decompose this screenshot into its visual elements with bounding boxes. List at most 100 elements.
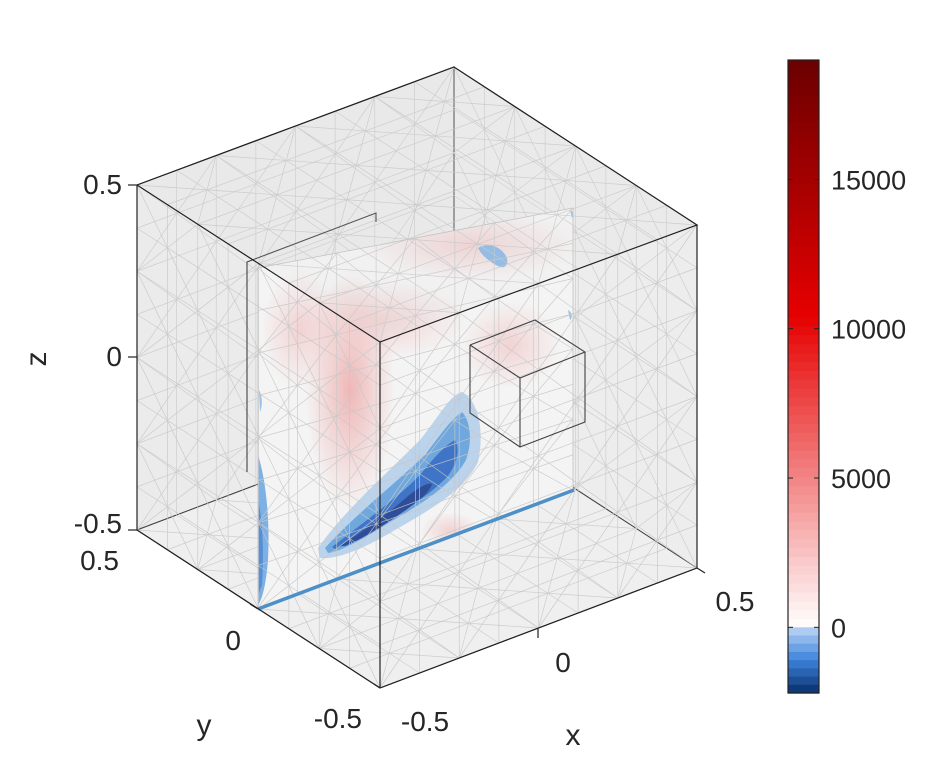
colorbar-strip <box>788 565 819 575</box>
colorbar-strip <box>788 130 819 141</box>
colorbar-strip <box>788 676 819 686</box>
colorbar-strip <box>788 237 819 247</box>
colorbar-strip <box>788 414 819 425</box>
colorbar-strip <box>788 574 819 584</box>
colorbar-strip <box>788 494 819 504</box>
y-axis-label: y <box>197 709 212 742</box>
colorbar-strip <box>788 113 819 123</box>
colorbar-strip <box>788 210 819 221</box>
colorbar-strip <box>788 651 819 661</box>
colorbar-strip <box>788 255 819 265</box>
colorbar-strip <box>788 263 819 274</box>
colorbar-strip <box>788 166 819 176</box>
axis-ticks <box>128 184 706 689</box>
colorbar-tick-label: 5000 <box>831 464 891 494</box>
colorbar-strip <box>788 512 819 522</box>
inner-frame <box>246 212 377 472</box>
colorbar-strip <box>788 609 819 620</box>
colorbar-strip <box>788 290 819 300</box>
colorbar-strip <box>788 379 819 389</box>
colorbar-strip <box>788 556 819 566</box>
colorbar-strip <box>788 635 819 645</box>
colorbar-strip <box>788 148 819 159</box>
colorbar-strip <box>788 122 819 132</box>
colorbar-strip <box>788 68 819 79</box>
colorbar-strip <box>788 228 819 238</box>
colorbar-tick-label: 0 <box>831 613 846 643</box>
colorbar-strip <box>788 60 819 70</box>
colorbar-ticks: 0 5000 10000 15000 <box>788 165 906 643</box>
x-tick-left: -0.5 <box>401 706 449 737</box>
blue-top-patch <box>478 245 508 268</box>
z-tick-mid: 0 <box>106 341 122 372</box>
colorbar-strip <box>788 396 819 407</box>
colorbar-strip <box>788 600 819 611</box>
colorbar-strip <box>788 184 819 194</box>
colorbar-strip <box>788 387 819 398</box>
colorbar-strip <box>788 643 819 653</box>
colorbar-strip <box>788 299 819 309</box>
colorbar-strip <box>788 538 819 549</box>
colorbar-strip <box>788 77 819 88</box>
colorbar-strip <box>788 591 819 602</box>
z-axis-label: z <box>20 352 53 367</box>
colorbar-tick-label: 10000 <box>831 315 906 345</box>
y-tick-top: 0.5 <box>80 545 119 576</box>
top-face <box>137 67 697 342</box>
z-tick-top: 0.5 <box>83 169 122 200</box>
colorbar-strip <box>788 343 819 354</box>
colorbar-strip <box>788 157 819 167</box>
colorbar-strip <box>788 485 819 495</box>
colorbar-strip <box>788 503 819 513</box>
y-tick-mid: 0 <box>225 625 241 656</box>
mesh-grid-front <box>136 66 698 689</box>
slice-bottom-line <box>257 488 575 611</box>
y-tick-bottom: -0.5 <box>314 703 362 734</box>
colorbar-strip <box>788 104 819 114</box>
colorbar-strip <box>788 219 819 230</box>
colorbar-strip <box>788 423 819 433</box>
colorbar-strip <box>788 370 819 380</box>
colorbar-strip <box>788 450 819 460</box>
colorbar-strip <box>788 547 819 557</box>
colorbar-strip <box>788 476 819 487</box>
front-face-right <box>380 225 697 688</box>
colorbar-strip <box>788 317 819 327</box>
front-face-left <box>137 185 380 688</box>
colorbar-strip <box>788 246 819 256</box>
colorbar-strip <box>788 441 819 451</box>
x-tick-right: 0.5 <box>716 586 755 617</box>
colorbar-strip <box>788 582 819 593</box>
colorbar-strip <box>788 361 819 371</box>
colorbar-strip <box>788 175 819 185</box>
colorbar-frame <box>787 59 820 694</box>
x-axis-label: x <box>566 719 581 752</box>
x-tick-mid: 0 <box>555 647 571 678</box>
colorbar-strip <box>788 432 819 442</box>
blue-plume-core <box>332 440 458 549</box>
inner-cube <box>469 319 586 448</box>
colorbar-strip <box>788 139 819 150</box>
colorbar-strip <box>788 458 819 469</box>
colorbar-strip <box>788 405 819 416</box>
colorbar-strip <box>788 201 819 212</box>
colorbar-strip <box>788 272 819 283</box>
colorbar-strip <box>788 308 819 318</box>
colorbar-strip <box>788 281 819 292</box>
colorbar: 0 5000 10000 15000 <box>787 59 906 694</box>
colorbar-strip <box>788 86 819 97</box>
colorbar-strip <box>788 467 819 478</box>
colorbar-strip <box>788 334 819 345</box>
colorbar-strip <box>788 325 819 336</box>
colorbar-strip <box>788 352 819 362</box>
colorbar-strips <box>788 60 819 694</box>
colorbar-strip <box>788 520 819 531</box>
colorbar-strip <box>788 192 819 203</box>
z-tick-bottom: -0.5 <box>74 508 122 539</box>
colorbar-strip <box>788 668 819 678</box>
colorbar-strip <box>788 660 819 669</box>
colorbar-strip <box>788 618 819 628</box>
colorbar-strip <box>788 627 819 637</box>
colorbar-strip <box>788 529 819 540</box>
